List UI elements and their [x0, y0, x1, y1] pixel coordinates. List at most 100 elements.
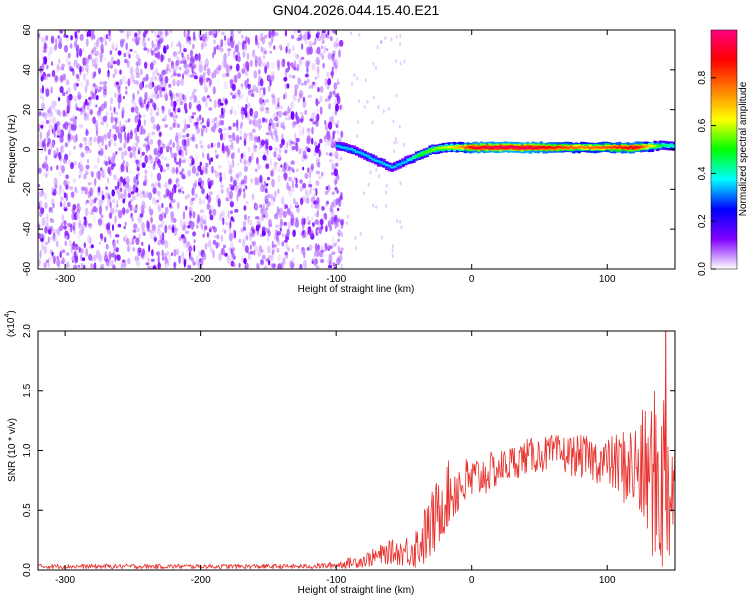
noise-speckle — [391, 248, 394, 253]
noise-speckle — [173, 100, 177, 108]
noise-speckle — [149, 214, 153, 219]
noise-speckle — [54, 184, 58, 189]
noise-speckle — [214, 169, 217, 174]
noise-speckle — [41, 85, 45, 94]
noise-speckle — [47, 236, 50, 244]
noise-speckle — [253, 145, 258, 149]
noise-speckle — [372, 203, 375, 208]
noise-speckle — [306, 134, 311, 144]
noise-speckle — [134, 141, 139, 148]
noise-speckle — [135, 182, 140, 187]
noise-speckle — [85, 146, 88, 154]
noise-speckle — [305, 197, 310, 204]
noise-speckle — [72, 204, 77, 210]
noise-speckle — [260, 32, 264, 37]
noise-speckle — [147, 265, 151, 269]
noise-speckle — [271, 168, 275, 178]
noise-speckle — [150, 116, 155, 124]
noise-speckle — [314, 250, 318, 257]
noise-speckle — [307, 167, 310, 173]
noise-speckle — [244, 262, 249, 269]
noise-speckle — [110, 64, 113, 69]
noise-speckle — [288, 108, 292, 114]
noise-speckle — [42, 94, 45, 104]
noise-speckle — [334, 140, 337, 149]
noise-speckle — [158, 224, 163, 228]
noise-speckle — [334, 99, 337, 106]
noise-speckle — [55, 240, 59, 248]
noise-speckle — [94, 178, 97, 186]
noise-speckle — [86, 112, 90, 121]
noise-speckle — [250, 134, 255, 142]
noise-speckle — [237, 41, 241, 46]
noise-speckle — [105, 259, 109, 263]
noise-speckle — [326, 71, 330, 78]
noise-speckle — [81, 151, 86, 158]
noise-speckle — [151, 50, 154, 56]
y-tick-label: -40 — [22, 222, 33, 237]
noise-speckle — [237, 72, 242, 79]
noise-speckle — [237, 30, 242, 35]
noise-speckle — [156, 34, 160, 38]
noise-speckle — [315, 56, 320, 66]
noise-speckle — [240, 179, 245, 185]
noise-speckle — [147, 68, 152, 71]
noise-speckle — [224, 99, 228, 104]
noise-speckle — [109, 201, 112, 209]
noise-speckle — [332, 191, 335, 196]
noise-speckle — [51, 140, 55, 148]
noise-speckle — [185, 147, 188, 156]
ridge-cell — [599, 146, 603, 149]
noise-speckle — [62, 188, 65, 196]
noise-speckle — [294, 132, 297, 141]
noise-speckle — [92, 30, 95, 35]
noise-speckle — [264, 118, 268, 123]
noise-speckle — [207, 240, 212, 248]
noise-speckle — [300, 197, 304, 205]
noise-speckle — [181, 134, 186, 139]
noise-speckle — [143, 42, 147, 48]
noise-speckle — [255, 86, 259, 94]
noise-speckle — [56, 63, 60, 72]
noise-speckle — [286, 42, 290, 48]
x-tick-label: -200 — [191, 274, 211, 285]
ridge-cell — [471, 144, 476, 149]
noise-speckle — [44, 202, 48, 209]
noise-speckle — [231, 158, 235, 168]
ridge-cell — [520, 146, 524, 150]
noise-speckle — [103, 33, 107, 43]
noise-speckle — [152, 196, 156, 205]
noise-speckle — [266, 191, 270, 200]
noise-speckle — [67, 160, 72, 165]
noise-speckle — [224, 214, 227, 222]
noise-speckle — [265, 132, 270, 136]
noise-speckle — [110, 97, 113, 105]
noise-speckle — [294, 84, 299, 90]
noise-speckle — [231, 247, 234, 251]
noise-speckle — [395, 140, 398, 145]
noise-speckle — [194, 180, 198, 188]
noise-speckle — [175, 177, 180, 183]
noise-speckle — [331, 236, 335, 244]
snr-multiplier-close: ) — [6, 310, 17, 313]
ridge-cell — [403, 161, 408, 163]
noise-speckle — [329, 151, 334, 157]
noise-speckle — [182, 93, 185, 101]
noise-speckle — [293, 30, 296, 35]
noise-speckle — [108, 140, 111, 148]
noise-speckle — [285, 163, 290, 173]
noise-speckle — [260, 258, 263, 265]
noise-speckle — [321, 40, 325, 44]
noise-speckle — [63, 208, 68, 212]
noise-speckle — [62, 91, 66, 97]
noise-speckle — [209, 205, 213, 214]
noise-speckle — [332, 50, 336, 56]
noise-speckle — [232, 122, 236, 128]
noise-speckle — [286, 83, 290, 89]
noise-speckle — [272, 244, 277, 248]
noise-speckle — [243, 165, 248, 173]
noise-speckle — [357, 99, 360, 104]
noise-speckle — [85, 128, 88, 137]
noise-speckle — [255, 38, 258, 46]
noise-speckle — [222, 172, 227, 181]
